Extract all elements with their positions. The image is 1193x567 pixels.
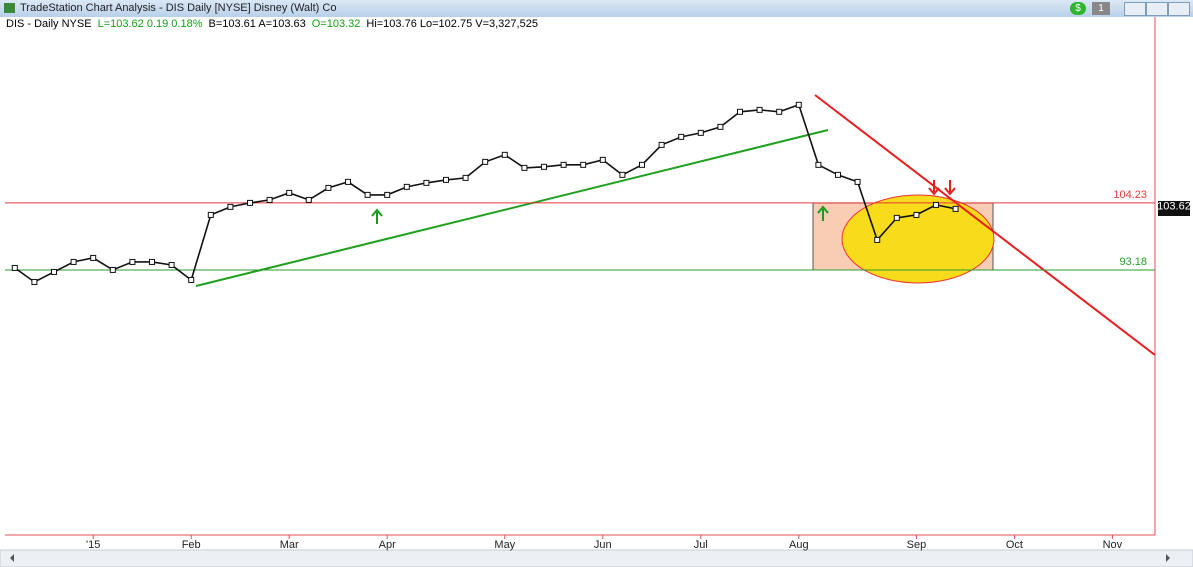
- price-point: [70, 258, 77, 265]
- price-point: [462, 174, 469, 181]
- price-point: [247, 199, 253, 206]
- price-point: [580, 161, 587, 168]
- price-point: [913, 211, 920, 218]
- maximize-button[interactable]: [1146, 2, 1168, 16]
- price-point: [482, 158, 489, 165]
- price-point: [560, 161, 567, 168]
- price-point: [31, 278, 38, 285]
- scrollbar[interactable]: [0, 549, 1193, 567]
- up-arrow: [817, 205, 829, 221]
- price-point: [384, 191, 391, 198]
- price-point: [893, 214, 900, 221]
- price-point: [305, 196, 312, 203]
- price-point: [952, 205, 959, 212]
- price-point: [207, 211, 214, 218]
- price-point: [776, 108, 783, 115]
- price-point: [639, 161, 645, 168]
- price-point: [678, 133, 685, 140]
- price-point: [599, 156, 606, 163]
- price-point: [11, 264, 18, 271]
- trend-line-up: [195, 129, 829, 287]
- x-tick-label: May: [494, 539, 515, 551]
- price-point: [403, 183, 410, 190]
- price-point: [501, 151, 508, 158]
- price-point: [658, 141, 665, 148]
- price-point: [266, 196, 273, 203]
- last-price-label: 103.62: [1157, 201, 1191, 213]
- price-point: [149, 258, 155, 265]
- price-point: [756, 106, 763, 113]
- price-point: [51, 268, 57, 275]
- symbol-info-item: L=103.62 0.19 0.18%: [97, 18, 203, 30]
- price-point: [345, 178, 351, 185]
- price-point: [835, 171, 841, 178]
- price-point: [286, 189, 293, 196]
- x-tick-label: Jul: [694, 539, 708, 551]
- price-point: [364, 191, 371, 198]
- price-point: [619, 171, 626, 178]
- symbol-info: DIS - Daily NYSE L=103.62 0.19 0.18% B=103…: [6, 17, 544, 31]
- price-point: [697, 129, 704, 136]
- price-point: [227, 203, 234, 210]
- x-tick-label: Aug: [789, 539, 809, 551]
- price-point: [325, 184, 332, 191]
- plot-background: [0, 17, 1193, 550]
- x-tick-label: '15: [86, 539, 100, 551]
- price-point: [188, 276, 195, 283]
- up-arrow: [371, 208, 383, 224]
- x-tick-label: Oct: [1006, 539, 1023, 551]
- price-point: [737, 108, 743, 115]
- x-tick-label: Nov: [1103, 539, 1123, 551]
- price-point: [717, 123, 724, 130]
- link-button[interactable]: 1: [1092, 2, 1110, 15]
- symbol-info-item: O=103.32: [311, 18, 361, 30]
- window-title: TradeStation Chart Analysis - DIS Daily …: [20, 2, 337, 14]
- symbol-info-item: B=103.61 A=103.63: [208, 18, 306, 30]
- trend-line-down: [814, 94, 1156, 356]
- x-tick-label: Mar: [280, 539, 299, 551]
- price-point: [90, 254, 97, 261]
- price-point: [129, 258, 136, 265]
- price-point: [795, 101, 802, 108]
- price-point: [443, 176, 449, 183]
- close-button[interactable]: [1168, 2, 1190, 16]
- minimize-button[interactable]: [1124, 2, 1146, 16]
- x-tick-label: Jun: [594, 539, 612, 551]
- symbol-info-item: DIS - Daily NYSE: [6, 18, 92, 30]
- last-price-tag: [1158, 201, 1190, 216]
- down-arrow: [928, 180, 940, 196]
- price-point: [933, 201, 939, 208]
- price-point: [168, 261, 175, 268]
- price-point: [874, 236, 881, 243]
- s-button[interactable]: $: [1070, 2, 1086, 15]
- price-point: [521, 164, 528, 171]
- symbol-info-item: Hi=103.76 Lo=102.75 V=3,327,525: [366, 18, 538, 30]
- price-point: [854, 178, 861, 185]
- down-arrow: [944, 180, 956, 196]
- level-label: 93.18: [1119, 256, 1147, 268]
- title-bar: TradeStation Chart Analysis - DIS Daily …: [0, 0, 1193, 17]
- x-tick-label: Sep: [907, 539, 927, 551]
- x-tick-label: Feb: [182, 539, 201, 551]
- price-point: [423, 179, 430, 186]
- price-point: [815, 161, 822, 168]
- x-tick-label: Apr: [379, 539, 396, 551]
- app-icon: [4, 3, 15, 13]
- price-point: [109, 266, 116, 273]
- highlight-ellipse: [841, 194, 995, 284]
- level-label: 104.23: [1113, 189, 1147, 201]
- price-point: [541, 163, 547, 170]
